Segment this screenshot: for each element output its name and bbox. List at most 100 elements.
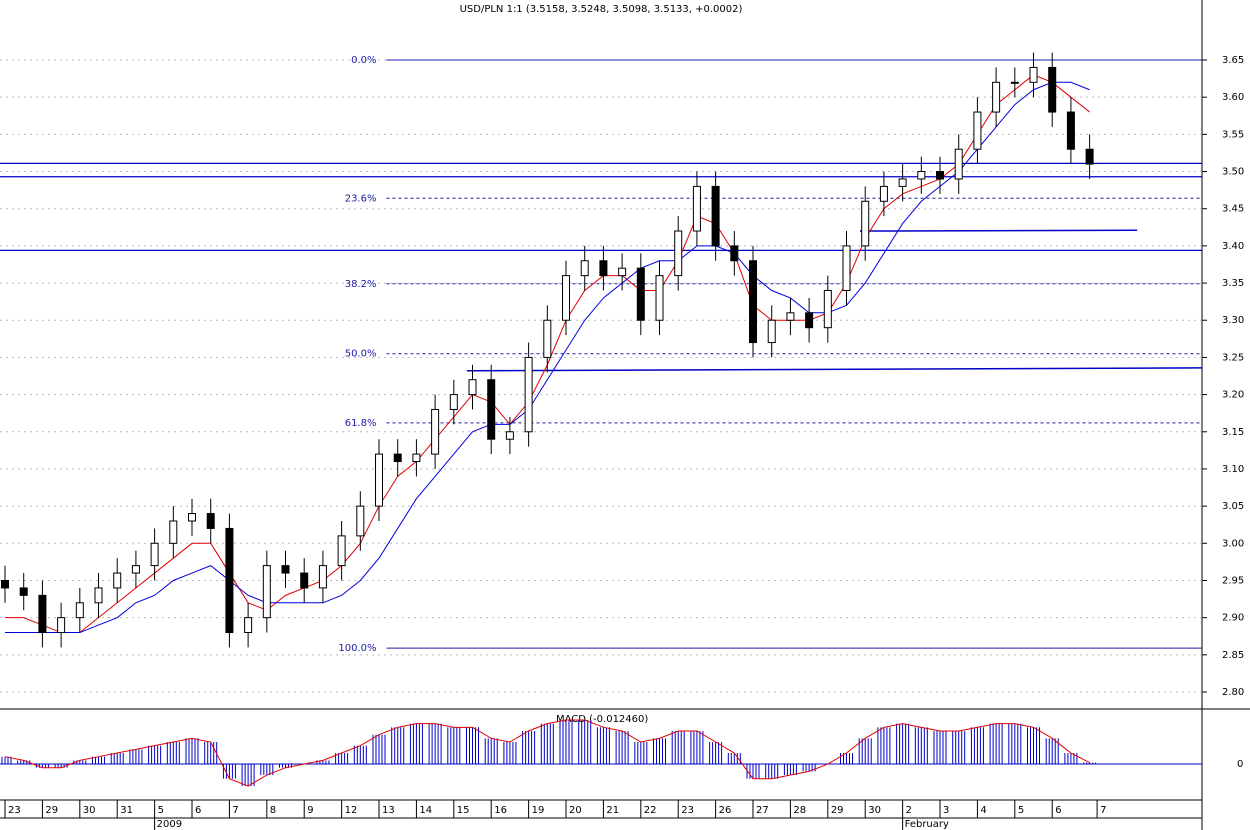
x-tick-label: 19 [532,805,545,816]
candle-body [393,453,402,463]
candle-body [1066,111,1075,150]
candle-body [805,312,814,329]
candle-body [973,111,982,150]
candle-body [375,453,384,507]
y-tick-label: 3.40 [1222,241,1244,252]
candle-body [1048,66,1057,113]
candle-body [599,260,608,277]
x-tick-label: 30 [83,805,96,816]
candle-body [992,81,1001,113]
x-tick-label: 29 [831,805,844,816]
candle-body [861,200,870,247]
x-tick-label: 8 [270,805,276,816]
candle-body [225,527,234,634]
candle-body [954,148,963,180]
candle-body [879,185,888,202]
candle-body [823,290,832,329]
y-tick-label: 3.15 [1222,427,1244,438]
y-tick-label: 3.10 [1222,464,1244,475]
candle-body [300,572,309,589]
candle-body [188,513,197,522]
candle-body [917,171,926,180]
x-tick-label: 6 [195,805,201,816]
y-tick-label: 3.45 [1222,204,1244,215]
candle-body [113,572,122,589]
y-tick-label: 3.25 [1222,352,1244,363]
y-tick-label: 3.60 [1222,92,1244,103]
candle-body [131,565,140,574]
candle-body [1010,81,1019,84]
candle-body [636,267,645,321]
fib-label: 38.2% [345,279,377,290]
x-tick-label: 5 [1018,805,1024,816]
y-tick-label: 3.20 [1222,390,1244,401]
candle-body [655,275,664,321]
x-tick-label: 23 [8,805,21,816]
candle-body [786,312,795,321]
candle-body [730,245,739,262]
y-tick-label: 3.30 [1222,315,1244,326]
x-tick-label: 20 [569,805,582,816]
candle-body [206,513,215,529]
candle-body [842,245,851,292]
candle-body [244,617,253,634]
candle-body [524,356,533,433]
candle-body [505,431,514,440]
fib-label: 23.6% [345,193,377,204]
candle-body [431,408,440,455]
trendline [466,367,1202,372]
candle-body [674,230,683,277]
candle-body [898,178,907,187]
x-tick-label: 23 [681,805,694,816]
y-tick-label: 2.85 [1222,650,1244,661]
fib-label: 0.0% [351,55,376,66]
candle-body [767,319,776,344]
candle-body [1,579,10,589]
y-tick-label: 3.50 [1222,167,1244,178]
candle-body [75,602,84,619]
x-tick-label: 27 [756,805,769,816]
macd-tick-label: 0 [1237,759,1243,770]
y-tick-label: 2.90 [1222,613,1244,624]
x-tick-label: 6 [1055,805,1061,816]
y-tick-label: 3.55 [1222,129,1244,140]
x-tick-label: 30 [868,805,881,816]
candle-body [711,185,720,247]
x-tick-label: 28 [793,805,806,816]
candle-body [1085,148,1094,165]
candle-body [412,453,421,463]
candle-body [94,587,103,604]
candle-body [318,565,327,589]
x-tick-label: 13 [382,805,395,816]
trendline [859,229,1138,232]
candle-body [936,171,945,180]
x-tick-label: 3 [943,805,949,816]
fib-label: 61.8% [345,418,377,429]
candle-body [618,267,627,277]
candle-body [57,617,66,634]
candle-body [38,594,47,634]
fib-label: 50.0% [345,349,377,360]
candle-body [356,505,365,537]
x-tick-label: 15 [457,805,470,816]
candle-body [487,379,496,440]
moving-average [5,81,1090,634]
x-tick-label: 31 [120,805,133,816]
candle-body [543,319,552,358]
candle-body [169,520,178,544]
x-tick-label: 2 [906,805,912,816]
x-tick-label: 9 [307,805,313,816]
x-tick-label: 26 [719,805,732,816]
candle-body [1029,66,1038,83]
fib-label: 100.0% [338,643,376,654]
candle-body [580,260,589,277]
y-tick-label: 3.05 [1222,501,1244,512]
y-tick-label: 2.80 [1222,687,1244,698]
x-tick-label: 7 [232,805,238,816]
candle-body [262,565,271,619]
x-tick-label: 7 [1100,805,1106,816]
y-tick-label: 3.65 [1222,55,1244,66]
chart-title: USD/PLN 1:1 (3.5158, 3.5248, 3.5098, 3.5… [460,4,743,15]
candle-body [749,260,758,344]
